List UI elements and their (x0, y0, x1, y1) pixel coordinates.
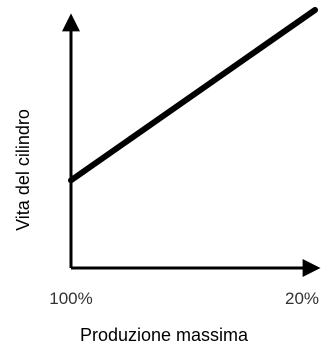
series-line (68, 7, 318, 184)
y-axis-label: Vita del cilindro (13, 109, 33, 231)
x-axis-label: Produzione massima (80, 325, 249, 345)
plot-area (62, 7, 321, 277)
x-tick-label-1: 20% (285, 289, 319, 308)
x-tick-label-0: 100% (49, 289, 92, 308)
series-line-group (68, 7, 318, 184)
